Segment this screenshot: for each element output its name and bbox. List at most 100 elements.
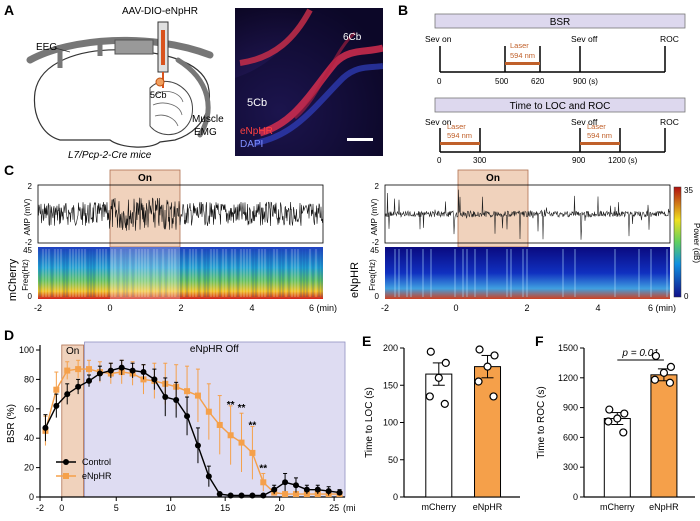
d-series-line-control	[44, 366, 340, 497]
bar-data-point	[666, 362, 676, 371]
left-freq-tick-top: 45	[23, 246, 32, 255]
bar-y-tick-label: 0	[393, 492, 398, 502]
bsr-tick-500: 500	[495, 77, 509, 86]
bar-y-axis-label: Time to ROC (s)	[536, 386, 547, 458]
d-point-control	[184, 413, 191, 420]
d-x-tick-label: -2	[36, 503, 44, 513]
bar-data-point	[440, 399, 449, 408]
time-to-loc-chart: 0 50 100 150 200 Time to LOC (s) mCherry eNpHR	[364, 343, 520, 512]
bar-y-tick-label: 900	[563, 403, 578, 413]
loc-laser-wavelength-1: 594 nm	[447, 131, 472, 140]
bsr-laser-wavelength: 594 nm	[510, 51, 535, 60]
d-significance-marker: **	[249, 420, 257, 431]
muscle-label: Muscle	[192, 114, 224, 125]
loc-tick-0: 0	[437, 156, 442, 165]
left-freq-label: Freq(Hz)	[21, 259, 30, 291]
bar-y-tick-label: 100	[383, 418, 398, 428]
d-x-tick-label: 0	[59, 503, 64, 513]
loc-tick-900: 900	[572, 156, 586, 165]
d-y-tick-label: 20	[24, 463, 34, 473]
loc-roc: ROC	[660, 117, 679, 127]
bar-y-tick-label: 1500	[558, 343, 578, 353]
micrograph: 6Cb 5Cb eNpHR DAPI	[235, 8, 383, 156]
left-x-tick-2: 2	[178, 303, 183, 313]
d-point-enphr	[53, 386, 60, 393]
right-on-label: On	[486, 173, 500, 184]
d-point-control	[325, 488, 332, 495]
left-amp-tick-top: 2	[28, 182, 33, 191]
emg-label: EMG	[194, 127, 217, 138]
d-point-control	[336, 489, 343, 496]
mcherry-label: mCherry	[7, 258, 19, 301]
colorbar-label: Power (dB)	[692, 223, 700, 263]
bsr-timecourse-chart: On eNpHR Off 020406080100-20510152025(mi…	[6, 341, 355, 513]
d-point-control	[292, 482, 299, 489]
right-x-tick-4: 6 (min)	[648, 303, 676, 313]
right-amp-tick-top: 2	[375, 182, 380, 191]
loc-sev-on: Sev on	[425, 117, 452, 127]
loc-tick-1200: 1200 (s)	[608, 156, 638, 165]
panel-letter-d: D	[4, 327, 15, 343]
region-label: 5Cb	[150, 90, 167, 100]
stain-dapi-label: DAPI	[240, 139, 263, 150]
d-y-tick-label: 80	[24, 374, 34, 384]
panel-letter-f: F	[535, 333, 544, 349]
d-x-tick-label: 25	[329, 503, 339, 513]
d-point-enphr	[86, 366, 93, 373]
d-point-control	[140, 369, 147, 376]
d-significance-marker: **	[238, 403, 246, 414]
d-legend-label: Control	[82, 457, 111, 467]
d-point-enphr	[260, 479, 267, 486]
eeg-recordings: mCherry On 2 -2 AMP (mV) 45 0 Freq(Hz) -…	[7, 169, 700, 313]
d-point-control	[216, 491, 223, 498]
bar-data-point	[605, 405, 614, 414]
d-point-enphr	[205, 408, 212, 415]
d-point-control	[129, 367, 136, 374]
bar-data-point	[441, 358, 450, 367]
d-x-tick-label: 5	[114, 503, 119, 513]
d-point-control	[151, 376, 158, 383]
time-to-roc-chart: p = 0.01 0 300 600 900 1200 1500 Time to ROC (…	[536, 343, 695, 512]
d-point-control	[194, 442, 201, 449]
d-point-control	[118, 364, 125, 371]
d-point-control	[86, 377, 93, 384]
bar-y-tick-label: 200	[383, 343, 398, 353]
purkinje-layer-1	[239, 8, 313, 66]
d-x-tick-label: 15	[220, 503, 230, 513]
left-on-label: On	[138, 173, 152, 184]
panel-letter-b: B	[398, 2, 409, 18]
bsr-title: BSR	[550, 17, 571, 28]
d-point-control	[107, 367, 114, 374]
bar-category-label: eNpHR	[649, 502, 679, 512]
loc-bar	[434, 97, 686, 113]
virus-label: AAV-DIO-eNpHR	[122, 6, 198, 17]
panel-letter-e: E	[362, 333, 372, 349]
bar-data-point	[434, 373, 443, 382]
bar-data-point	[425, 392, 434, 401]
right-freq-tick-bottom: 0	[375, 292, 380, 301]
d-point-enphr	[282, 491, 289, 498]
power-colorbar	[673, 186, 682, 298]
bsr-laser-bar	[505, 62, 540, 65]
bar-data-point	[426, 347, 435, 356]
left-x-tick-1: 0	[107, 303, 112, 313]
loc-laser-bar-1	[440, 142, 480, 145]
d-point-enphr	[227, 432, 234, 439]
right-x-tick-3: 4	[595, 303, 600, 313]
bsr-bar	[434, 13, 686, 29]
d-x-tick-label: 20	[275, 503, 285, 513]
bar-y-tick-label: 150	[383, 380, 398, 390]
d-significance-marker: **	[259, 463, 267, 474]
d-point-control	[227, 492, 234, 499]
bar-y-axis-label: Time to LOC (s)	[364, 387, 375, 458]
colorbar-tick-bottom: 0	[684, 292, 689, 301]
headcap	[26, 36, 214, 64]
d-y-tick-label: 100	[19, 345, 34, 355]
loc-laser-label-2: Laser	[587, 122, 606, 131]
left-freq-tick-bottom: 0	[28, 292, 33, 301]
d-point-control	[238, 492, 245, 499]
d-point-enphr	[194, 392, 201, 399]
stain-enphr-label: eNpHR	[240, 126, 273, 137]
bar-y-tick-label: 1200	[558, 373, 578, 383]
bar-data-point	[619, 428, 628, 437]
